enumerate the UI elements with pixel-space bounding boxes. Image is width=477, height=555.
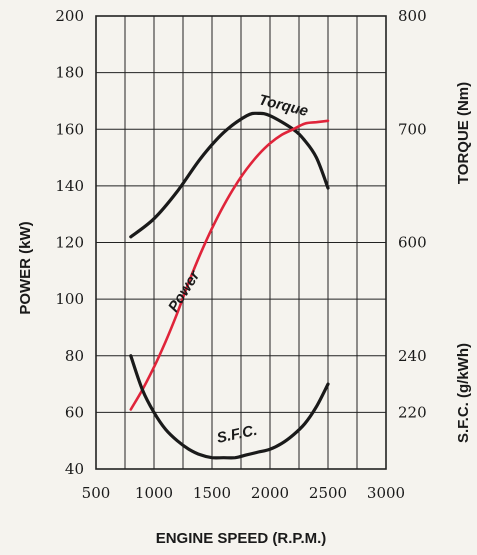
sfc-curve-label: S.F.C. [215,422,258,447]
grid [96,16,386,469]
y-left-tick-label: 200 [55,7,84,25]
x-tick-label: 1500 [193,484,231,502]
y-left-tick-label: 40 [65,460,84,478]
tick-labels: 500 1000 1500 2000 2500 3000 40 60 80 100 120 140 16… [55,7,426,502]
y-left-tick-label: 100 [55,290,84,308]
y-left-axis-title: POWER (kW) [17,221,34,314]
y-left-tick-label: 140 [55,177,84,195]
power-curve [129,119,330,411]
x-tick-label: 2500 [309,484,347,502]
y-right-torque-title: TORQUE (Nm) [455,82,472,184]
torque-curve-label: Torque [257,91,310,120]
x-tick-label: 500 [82,484,111,502]
y-left-tick-label: 60 [65,403,84,421]
y-right-sfc-title: S.F.C. (g/kWh) [455,343,472,443]
y-left-tick-label: 180 [55,64,84,82]
y-right-torque-tick-label: 800 [398,7,427,25]
power-curve-label: Power [165,267,204,315]
x-tick-label: 2000 [251,484,289,502]
sfc-curve [129,354,330,460]
y-right-torque-tick-label: 700 [398,120,427,138]
x-tick-label: 1000 [135,484,173,502]
y-right-sfc-tick-label: 220 [398,403,427,421]
x-axis-title: ENGINE SPEED (R.P.M.) [156,530,327,547]
curves [129,111,330,460]
x-tick-label: 3000 [367,484,405,502]
y-left-tick-label: 160 [55,120,84,138]
torque-curve [129,111,330,239]
y-left-tick-label: 80 [65,347,84,365]
plot-frame [95,15,387,470]
y-left-tick-label: 120 [55,234,84,252]
y-right-torque-tick-label: 600 [398,234,427,252]
y-right-sfc-tick-label: 240 [398,347,427,365]
